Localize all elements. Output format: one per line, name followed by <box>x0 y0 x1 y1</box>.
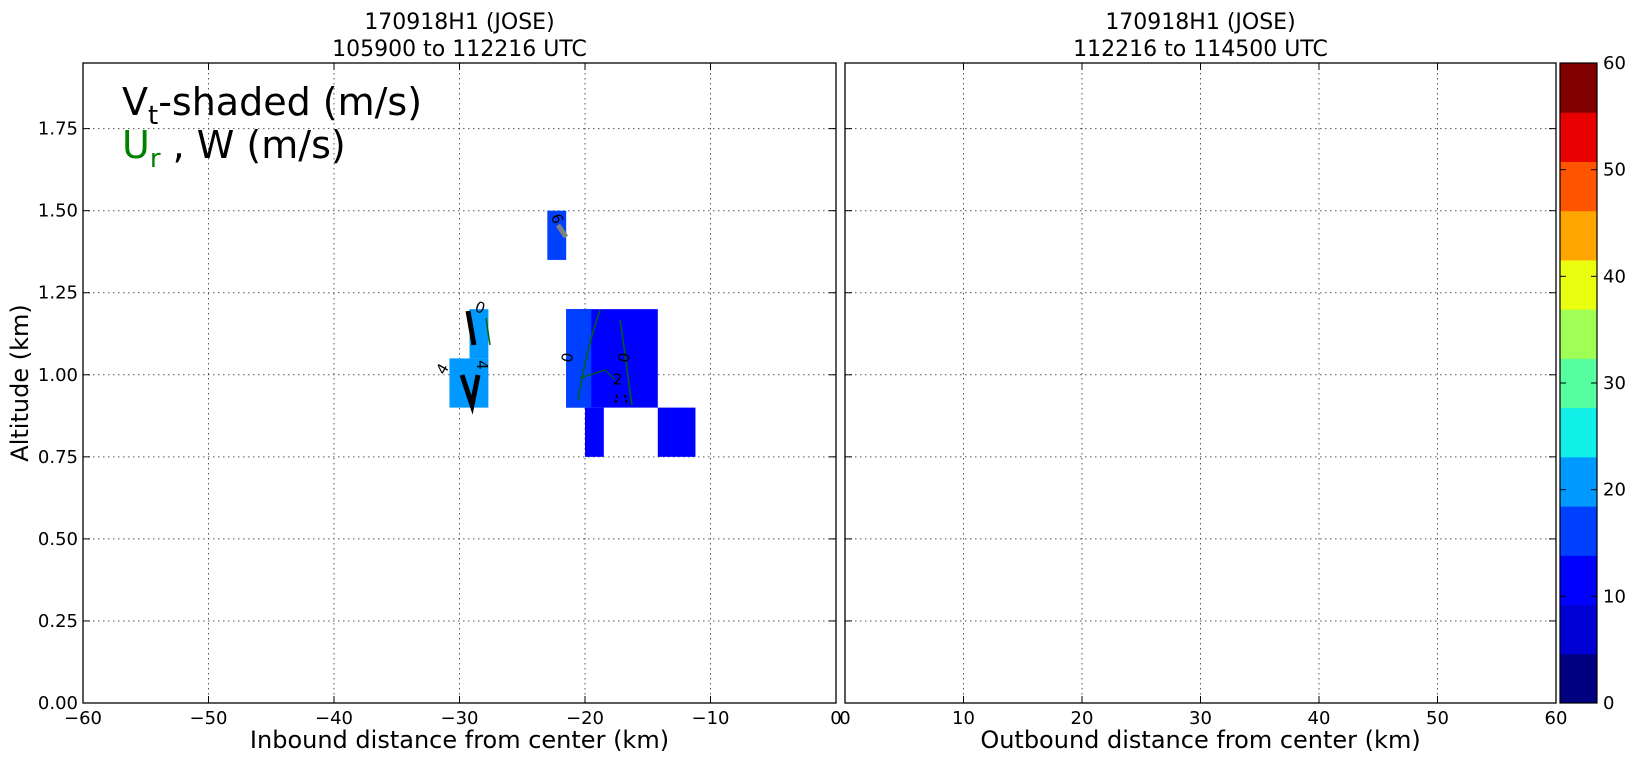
ytick-label: 0.00 <box>38 693 78 714</box>
ytick-label: 1.25 <box>38 283 78 304</box>
inbound-xtick-label: −10 <box>692 708 730 729</box>
inbound-xtick-label: −50 <box>190 708 228 729</box>
w-contour-line <box>614 394 618 406</box>
ur-w-annotation: Ur , W (m/s) <box>122 123 346 174</box>
colorbar-segment <box>1560 112 1597 162</box>
colorbar-tick-label: 50 <box>1603 160 1626 181</box>
ytick-label: 0.50 <box>38 529 78 550</box>
ur-contour-line <box>579 369 616 381</box>
ur-contour-line <box>577 309 601 401</box>
colorbar-segment <box>1560 456 1597 507</box>
outbound-title-line2: 112216 to 114500 UTC <box>1073 37 1328 62</box>
outbound-title-line1: 170918H1 (JOSE) <box>1105 10 1295 35</box>
colorbar-segments <box>1560 63 1597 704</box>
outbound-ticks: 0 10 20 30 40 50 60 <box>839 63 1567 729</box>
colorbar-segment <box>1560 309 1597 359</box>
colorbar: 0 10 20 30 40 50 60 <box>1559 53 1626 714</box>
outbound-xtick-label: 60 <box>1545 708 1568 729</box>
colorbar-segment <box>1560 506 1597 556</box>
inbound-contours <box>459 223 633 415</box>
outbound-xtick-label: 10 <box>952 708 975 729</box>
ytick-label: 0.25 <box>38 611 78 632</box>
vt-cell <box>566 309 592 408</box>
inbound-xtick-label: −20 <box>566 708 604 729</box>
w-contour-line <box>465 310 477 346</box>
outbound-x-axis-label: Outbound distance from center (km) <box>980 726 1420 754</box>
ytick-label: 0.75 <box>38 447 78 468</box>
vt-shaded-annotation: Vt-shaded (m/s) <box>122 80 422 131</box>
inbound-xtick-label: −60 <box>64 708 102 729</box>
colorbar-tick-label: 40 <box>1603 266 1626 287</box>
inbound-vt-shading <box>449 210 696 457</box>
colorbar-tick-label: 20 <box>1603 480 1626 501</box>
inbound-xtick-label: 0 <box>830 708 841 729</box>
colorbar-tick-label: 30 <box>1603 373 1626 394</box>
outbound-xtick-label: 40 <box>1308 708 1331 729</box>
colorbar-segment <box>1560 604 1597 655</box>
outbound-grid <box>845 63 1556 703</box>
w-contour-line <box>624 394 628 406</box>
contour-label: 0 <box>614 351 633 364</box>
vt-cell <box>547 210 567 260</box>
colorbar-segment <box>1560 555 1597 606</box>
outbound-xtick-label: 30 <box>1189 708 1212 729</box>
outbound-xtick-label: 50 <box>1426 708 1449 729</box>
colorbar-segment <box>1560 210 1597 261</box>
ytick-label: 1.75 <box>38 119 78 140</box>
colorbar-segment <box>1560 358 1597 409</box>
colorbar-tick-label: 10 <box>1603 586 1626 607</box>
contour-label: 4 <box>473 360 491 370</box>
vt-subscript: t <box>148 101 158 131</box>
w-contour-line <box>459 374 481 415</box>
outbound-xtick-label: 20 <box>1071 708 1094 729</box>
colorbar-segment <box>1560 653 1597 704</box>
inbound-title-line2: 105900 to 112216 UTC <box>332 37 587 62</box>
inbound-xtick-label: −40 <box>315 708 353 729</box>
vt-cell <box>585 407 604 457</box>
w-units: , W (m/s) <box>161 123 346 167</box>
ur-contour-line <box>619 319 633 406</box>
vt-units: -shaded (m/s) <box>158 80 422 124</box>
vt-cell <box>657 407 696 457</box>
y-axis-label: Altitude (km) <box>6 304 34 461</box>
gray-contour-line <box>555 223 569 239</box>
colorbar-segment <box>1560 407 1597 458</box>
outbound-xtick-label: 0 <box>839 708 850 729</box>
ur-symbol: U <box>122 123 150 167</box>
inbound-x-axis-label: Inbound distance from center (km) <box>250 726 669 754</box>
colorbar-segment <box>1560 63 1597 113</box>
colorbar-segment <box>1560 161 1597 212</box>
ytick-label: 1.50 <box>38 201 78 222</box>
vt-symbol: V <box>122 80 148 124</box>
inbound-title-line1: 170918H1 (JOSE) <box>364 10 554 35</box>
inbound-ticks: −60 −50 −40 −30 −20 −10 0 0.00 0.25 0.50 0.75 1.00 1… <box>38 63 842 729</box>
contour-label: 0 <box>558 351 577 364</box>
colorbar-tick-label: 0 <box>1603 693 1614 714</box>
ur-contour-line <box>485 317 491 346</box>
inbound-xtick-label: −30 <box>441 708 479 729</box>
colorbar-tick-label: 60 <box>1603 53 1626 74</box>
ur-subscript: r <box>150 144 161 174</box>
outbound-panel: 0 10 20 30 40 50 60 170918H1 (JOSE) 112216 to … <box>839 10 1567 754</box>
contour-label: 2 <box>613 371 623 389</box>
vt-cell <box>469 309 489 359</box>
colorbar-segment <box>1560 259 1597 310</box>
ytick-label: 1.00 <box>38 365 78 386</box>
colorbar-ticks: 0 10 20 30 40 50 60 <box>1560 53 1626 714</box>
